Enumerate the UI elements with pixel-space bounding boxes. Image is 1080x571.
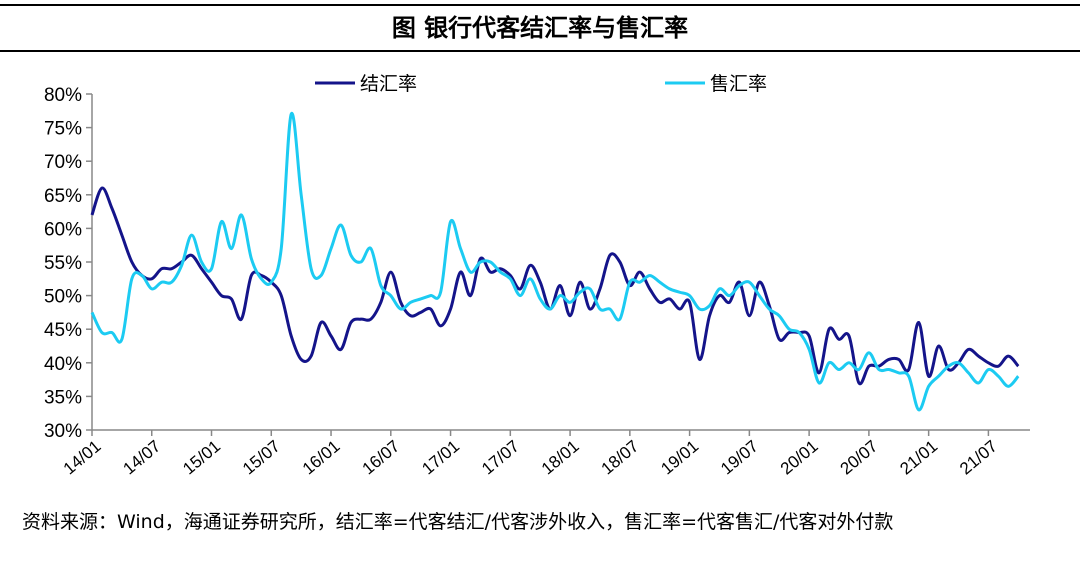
x-tick-label: 17/01	[418, 437, 463, 479]
x-tick-label: 18/07	[598, 437, 643, 479]
y-tick-label: 30%	[44, 421, 82, 442]
x-tick-label: 14/01	[60, 437, 105, 479]
x-tick-label: 16/01	[299, 437, 344, 479]
line-chart: 30% 35% 40% 45% 50% 55% 60% 65% 70% 75% 80% 14/01 14…	[44, 73, 1030, 479]
y-tick-label: 45%	[44, 320, 82, 341]
legend-label: 结汇率	[360, 73, 417, 95]
x-tick-label: 14/07	[120, 437, 165, 479]
x-tick-label: 17/07	[478, 437, 523, 479]
x-tick-label: 15/07	[239, 437, 284, 479]
y-tick-label: 70%	[44, 152, 82, 173]
x-tick-label: 18/01	[538, 437, 583, 479]
x-tick-label: 19/07	[717, 437, 762, 479]
y-tick-label: 40%	[44, 354, 82, 375]
y-tick-label: 50%	[44, 287, 82, 308]
y-tick-label: 80%	[44, 85, 82, 106]
y-tick-label: 75%	[44, 119, 82, 140]
legend-label: 售汇率	[710, 73, 767, 95]
x-tick-label: 21/07	[956, 437, 1001, 479]
source-note: 资料来源：Wind，海通证券研究所，结汇率=代客结汇/代客涉外收入，售汇率=代客…	[22, 511, 894, 533]
x-tick-label: 19/01	[657, 437, 702, 479]
x-tick-label: 20/01	[777, 437, 822, 479]
x-tick-label: 15/01	[179, 437, 224, 479]
x-tick-label: 21/01	[896, 437, 941, 479]
y-tick-label: 35%	[44, 387, 82, 408]
x-tick-label: 20/07	[837, 437, 882, 479]
series-line-0	[90, 186, 1020, 386]
y-tick-label: 60%	[44, 219, 82, 240]
x-tick-label: 16/07	[359, 437, 404, 479]
series-line-1	[90, 112, 1020, 412]
y-tick-label: 65%	[44, 186, 82, 207]
chart-title: 图 银行代客结汇率与售汇率	[0, 4, 1080, 52]
y-tick-label: 55%	[44, 253, 82, 274]
